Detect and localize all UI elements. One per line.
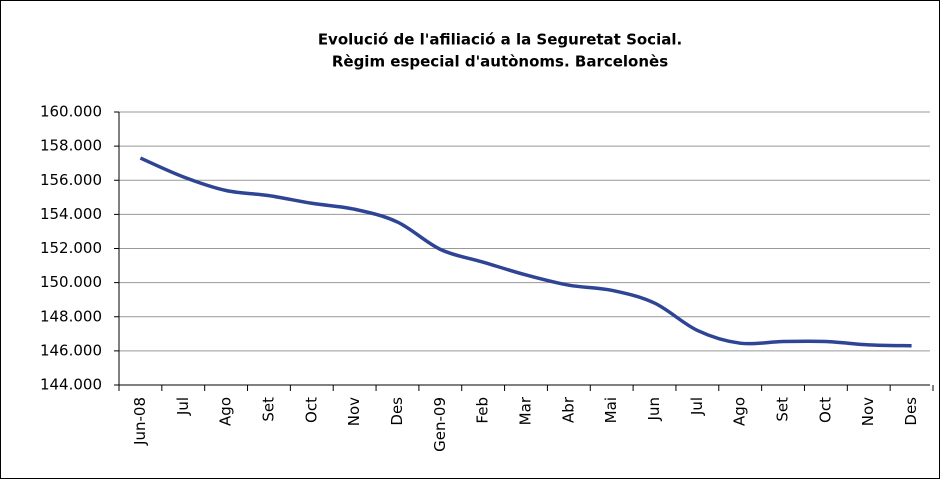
chart-title: Règim especial d'autònoms. Barcelonès	[332, 53, 668, 71]
y-tick-label: 152.000	[40, 239, 102, 257]
x-tick-label: Des	[902, 397, 920, 426]
y-tick-label: 158.000	[40, 137, 102, 155]
x-tick-label: Oct	[816, 397, 834, 423]
x-tick-label: Jun	[645, 397, 663, 421]
y-tick-label: 160.000	[40, 103, 102, 121]
x-tick-label: Set	[259, 397, 277, 422]
x-tick-label: Abr	[559, 396, 577, 423]
y-tick-label: 146.000	[40, 341, 102, 359]
x-tick-label: Nov	[345, 397, 363, 426]
data-line	[139, 156, 912, 348]
x-tick-label: Gen-09	[431, 397, 449, 452]
x-tick-label: Des	[388, 397, 406, 426]
y-tick-label: 148.000	[40, 307, 102, 325]
x-tick-label: Set	[774, 397, 792, 422]
y-tick-label: 156.000	[40, 171, 102, 189]
y-tick-label: 144.000	[40, 376, 102, 394]
x-tick-label: Mar	[517, 396, 535, 425]
x-tick-label: Ago	[731, 397, 749, 426]
x-tick-label: Jul	[174, 397, 192, 416]
x-tick-label: Feb	[474, 397, 492, 424]
x-tick-label: Nov	[859, 397, 877, 426]
x-tick-label: Oct	[302, 397, 320, 423]
y-tick-label: 154.000	[40, 205, 102, 223]
x-tick-label: Mai	[602, 397, 620, 423]
x-tick-label: Ago	[217, 397, 235, 426]
x-tick-label: Jun-08	[131, 397, 149, 446]
y-tick-label: 150.000	[40, 273, 102, 291]
x-tick-label: Jul	[688, 397, 706, 416]
chart-title: Evolució de l'afiliació a la Seguretat S…	[318, 31, 682, 49]
